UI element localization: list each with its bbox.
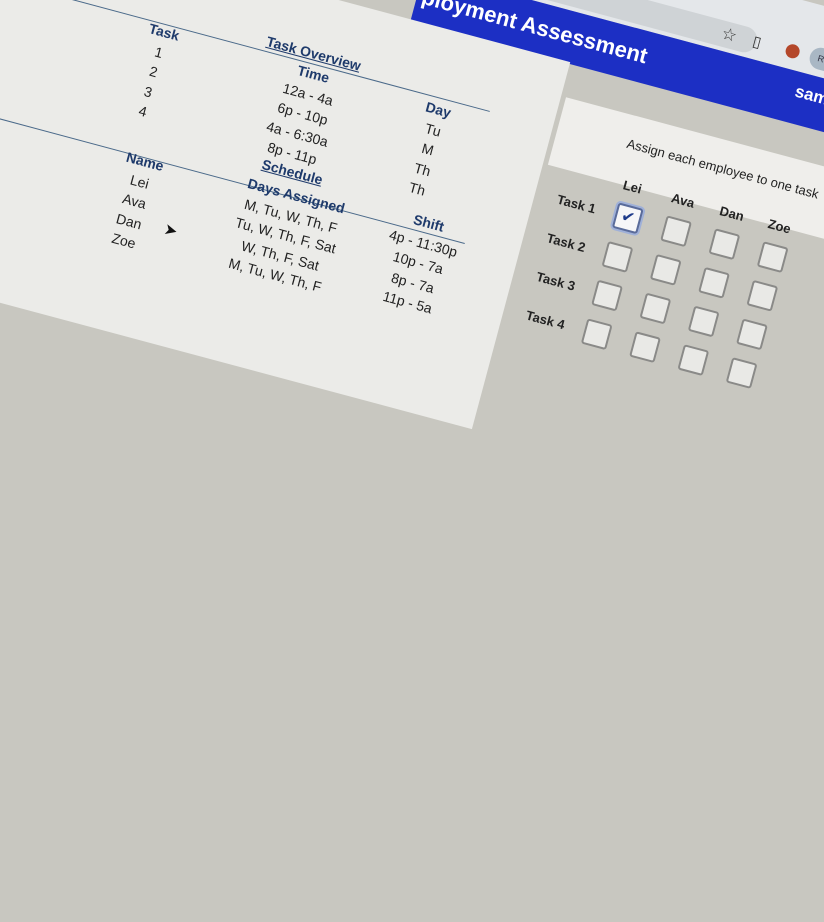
checkbox-task4-ava[interactable] xyxy=(629,331,661,364)
checkbox-task1-ava[interactable] xyxy=(660,215,692,248)
checkbox-task4-zoe[interactable] xyxy=(725,357,758,389)
checkbox-task3-dan[interactable] xyxy=(687,305,720,338)
task-label-2: Task 2 xyxy=(545,230,588,256)
checkbox-task2-dan[interactable] xyxy=(698,266,730,299)
checkbox-task3-zoe[interactable] xyxy=(736,318,768,351)
checkbox-task2-zoe[interactable] xyxy=(746,279,779,312)
checkbox-task4-lei[interactable] xyxy=(580,318,613,351)
checkbox-task2-lei[interactable] xyxy=(601,241,634,273)
checkbox-task1-dan[interactable] xyxy=(708,228,741,261)
task-label-4: Task 4 xyxy=(524,307,567,333)
checkbox-task3-lei[interactable] xyxy=(591,279,623,312)
checkbox-task1-zoe[interactable] xyxy=(756,241,789,274)
checkmark-icon: ✔ xyxy=(619,207,637,228)
checkbox-task1-lei[interactable]: ✔ xyxy=(611,202,644,235)
checkbox-task2-ava[interactable] xyxy=(649,253,682,286)
task-label-1: Task 1 xyxy=(555,191,598,217)
checkbox-task3-ava[interactable] xyxy=(639,292,672,325)
checkbox-task4-dan[interactable] xyxy=(677,344,710,377)
task-label-3: Task 3 xyxy=(534,268,577,294)
